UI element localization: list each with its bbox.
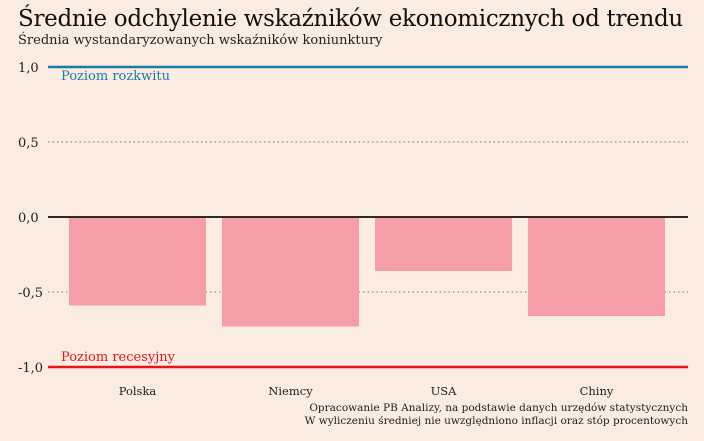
y-tick-label: -1,0	[18, 361, 43, 376]
bar-chiny	[528, 217, 665, 316]
x-tick-label: Polska	[119, 384, 157, 398]
grid-lines	[48, 141, 688, 293]
x-tick-label: Niemcy	[268, 384, 313, 398]
chart-subtitle: Średnia wystandaryzowanych wskaźników ko…	[18, 33, 383, 48]
chart-title: Średnie odchylenie wskaźników ekonomiczn…	[18, 6, 683, 32]
x-tick-label: USA	[431, 384, 458, 398]
x-tick-label: Chiny	[580, 384, 614, 398]
y-axis: 1,0 0,5 0,0 -0,5 -1,0	[18, 61, 43, 376]
bar-polska	[69, 217, 206, 306]
bar-niemcy	[222, 217, 359, 327]
bar-usa	[375, 217, 512, 271]
x-axis: Polska Niemcy USA Chiny	[119, 384, 614, 398]
y-tick-label: 0,5	[18, 136, 39, 151]
methodology-note: W wyliczeniu średniej nie uwzględniono i…	[304, 415, 688, 427]
y-tick-label: 0,0	[18, 211, 39, 226]
reference-line-label: Poziom recesyjny	[61, 350, 176, 365]
reference-line-label: Poziom rozkwitu	[61, 69, 170, 84]
y-tick-label: -0,5	[18, 286, 43, 301]
bars	[69, 217, 665, 327]
source-note: Opracowanie PB Analizy, na podstawie dan…	[309, 402, 688, 414]
reference-lines: Poziom rozkwitu Poziom recesyjny	[48, 65, 688, 369]
y-tick-label: 1,0	[18, 61, 39, 76]
